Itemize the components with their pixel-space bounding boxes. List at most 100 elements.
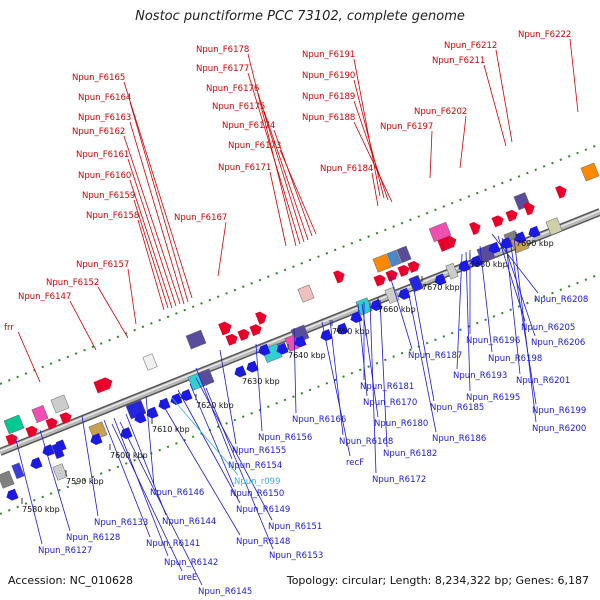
forward-gene-label: Npun_F6191 [302, 50, 355, 60]
reverse-gene-label: Npun_R6151 [268, 522, 322, 532]
forward-leader-line [123, 135, 181, 305]
forward-arrow [249, 324, 262, 337]
forward-arrow [333, 270, 345, 284]
forward-arrow [218, 321, 232, 336]
reverse-gene-label: Npun_R6199 [532, 406, 586, 416]
forward-arrow-shape [249, 324, 262, 337]
kbp-tick-label: 7610 kbp [152, 425, 190, 434]
forward-box [3, 414, 25, 435]
forward-leader-line [429, 130, 433, 179]
forward-gene-label: Npun_F6167 [174, 213, 227, 223]
reverse-gene [408, 274, 424, 293]
reverse-gene-label: Npun_R6195 [466, 393, 520, 403]
forward-arrow [237, 329, 250, 341]
reverse-gene-label: Npun_R6156 [258, 433, 312, 443]
reverse-leader-line [103, 419, 151, 538]
reverse-arrow [528, 225, 541, 238]
forward-leader-line [279, 149, 317, 235]
forward-gene-label: Npun_F6197 [380, 122, 433, 132]
reverse-leader-line [145, 395, 155, 487]
forward-gene-label: Npun_F6162 [72, 127, 125, 137]
reverse-arrow-shape [170, 393, 183, 405]
reverse-leader-line [479, 245, 493, 353]
forward-gene-label: Npun_F6159 [82, 191, 135, 201]
forward-arrow [397, 265, 410, 277]
forward-arrow [59, 412, 72, 425]
reverse-leader-line [321, 321, 351, 457]
reverse-leader-line [491, 233, 539, 294]
forward-gene-label: frr [4, 323, 14, 333]
reverse-arrow [470, 255, 483, 267]
forward-gene-label: Npun_F6178 [196, 45, 249, 55]
reverse-arrow-shape [146, 406, 159, 419]
reverse-box [445, 262, 459, 280]
kbp-tick-label: 7630 kbp [242, 377, 280, 386]
forward-leader-line [263, 110, 309, 241]
kbp-tick-label: 7690 kbp [516, 239, 554, 248]
forward-gene-label: Npun_F6190 [302, 71, 355, 81]
forward-gene [3, 414, 25, 435]
reverse-gene-label: Npun_R6141 [146, 539, 200, 549]
reverse-gene-label: Npun_R6182 [383, 449, 437, 459]
forward-gene-label: Npun_F6165 [72, 73, 125, 83]
forward-box [297, 284, 315, 303]
reverse-arrow-shape [6, 488, 19, 501]
forward-leader-line [127, 158, 177, 307]
reverse-leader-line [369, 301, 377, 474]
reverse-arrow-shape [234, 365, 247, 378]
forward-arrow-shape [237, 329, 250, 341]
forward-leader-line [459, 115, 467, 169]
forward-box [580, 162, 600, 182]
forward-gene-label: Npun_F6212 [444, 41, 497, 51]
accession-text: Accession: NC_010628 [8, 574, 134, 587]
forward-arrow-shape [25, 425, 38, 438]
forward-leader-line [495, 49, 513, 143]
forward-gene [469, 222, 481, 236]
forward-box [396, 245, 412, 264]
reverse-gene [11, 462, 25, 480]
forward-arrow-shape [407, 261, 420, 273]
reverse-arrow-shape [30, 457, 43, 469]
reverse-gene-label: Npun_R6201 [516, 376, 570, 386]
reverse-leader-line [407, 289, 437, 433]
reverse-gene-label: Npun_R6181 [360, 382, 414, 392]
reverse-arrow [234, 365, 247, 378]
reverse-leader-line [329, 319, 344, 436]
reverse-gene-label: Npun_R6206 [531, 338, 585, 348]
forward-leader-line [217, 221, 227, 277]
forward-box [386, 249, 402, 268]
reverse-box [384, 286, 400, 304]
forward-arrow-shape [397, 265, 410, 277]
forward-box [372, 253, 392, 273]
reverse-arrow [434, 273, 447, 286]
reverse-leader-line [293, 327, 297, 414]
forward-gene [386, 249, 402, 268]
reverse-leader-line [15, 439, 43, 545]
reverse-gene-label: Npun_R6170 [363, 398, 417, 408]
reverse-gene-label: Npun_R6180 [374, 419, 428, 429]
forward-gene [185, 329, 207, 350]
reverse-arrow-shape [370, 299, 383, 311]
reverse-arrow [54, 439, 67, 452]
forward-gene [142, 353, 158, 371]
reverse-arrow-shape [294, 335, 307, 348]
forward-leader-line [97, 286, 129, 339]
reverse-gene-label: Npun_R6193 [453, 371, 507, 381]
forward-arrow [5, 433, 18, 446]
kbp-tick-label: 7680 kbp [470, 260, 508, 269]
reverse-box [52, 463, 68, 481]
forward-leader-line [69, 300, 97, 351]
reverse-arrow [398, 287, 411, 300]
forward-box [31, 404, 49, 424]
forward-leader-line [371, 172, 379, 207]
reverse-arrow [6, 488, 19, 501]
forward-arrow [93, 377, 113, 394]
reverse-leader-line [509, 239, 537, 405]
forward-gene-label: Npun_F6157 [76, 260, 129, 270]
forward-arrow-shape [225, 333, 238, 346]
reverse-gene-label: Npun_R6144 [162, 517, 216, 527]
reverse-gene-label: Npun_R6154 [228, 461, 282, 471]
reverse-arrow-shape [514, 231, 527, 244]
forward-arrow-shape [45, 417, 58, 430]
